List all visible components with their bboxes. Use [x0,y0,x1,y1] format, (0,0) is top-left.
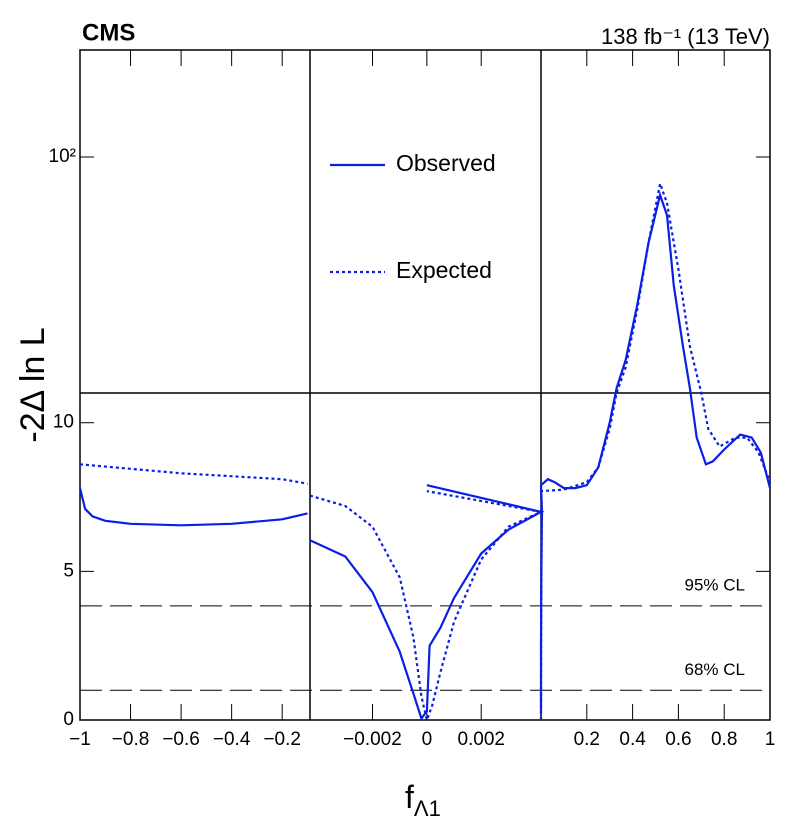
y-tick-label: 10 [53,412,74,433]
legend-label: Expected [396,257,492,283]
series-line [309,484,545,721]
x-axis-label: fΛ1 [405,779,441,820]
x-tick-label: 0.4 [619,729,646,750]
series-line [309,490,545,724]
x-tick-label: 0.2 [574,729,600,750]
series-line [78,487,308,527]
y-tick-label: 0 [63,709,74,730]
x-tick-label: −0.4 [213,729,251,750]
series-line [539,179,772,720]
x-tick-label: 1 [765,729,776,750]
series-line [79,463,308,485]
x-tick-label: −0.002 [343,729,402,750]
x-label-sub: Λ1 [414,796,441,821]
cl-label: 95% CL [685,575,745,594]
y-axis-label: -2Δ ln L [14,327,52,442]
plot-frame [79,49,771,721]
x-tick-label: 0 [422,729,433,750]
x-tick-label: 0.8 [711,729,737,750]
y-tick-label: 5 [63,560,74,581]
x-tick-label: −0.6 [162,729,200,750]
x-tick-label: −0.2 [263,729,301,750]
x-label-main: f [405,779,414,815]
x-tick-label: 0.002 [457,729,505,750]
x-tick-label: −1 [69,729,91,750]
cl-label: 68% CL [685,660,745,679]
subtitle: 138 fb⁻¹ (13 TeV) [601,24,770,49]
x-tick-label: 0.6 [665,729,691,750]
y-tick-label: 10² [49,146,76,167]
series-line [539,191,772,712]
chart-title: CMS [82,19,135,46]
x-tick-label: −0.8 [112,729,150,750]
legend-label: Observed [396,150,496,176]
